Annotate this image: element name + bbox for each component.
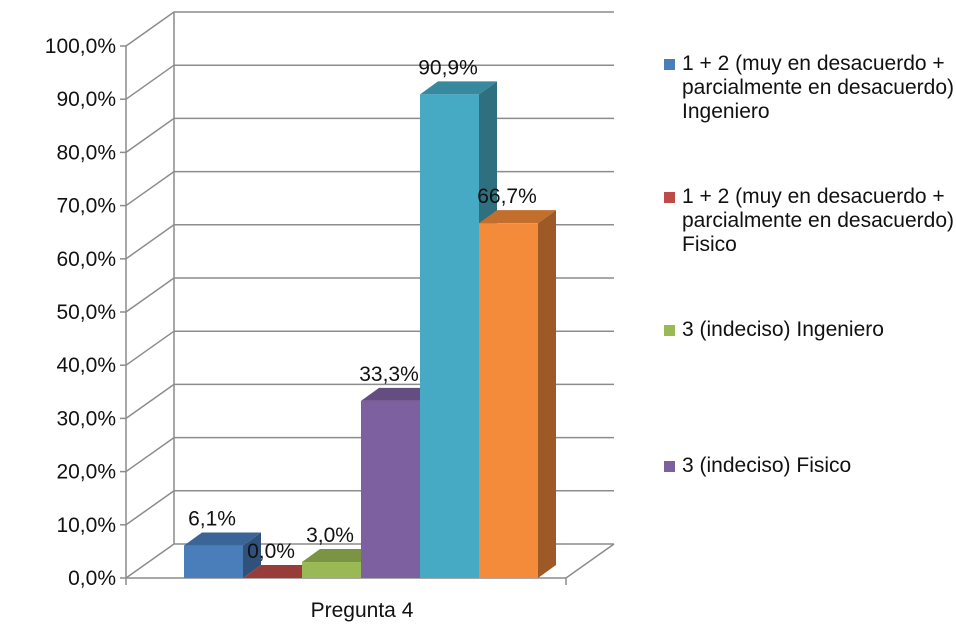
bar-top-face <box>302 549 379 563</box>
legend-item: 1 + 2 (muy en desacuerdo + parcialmente … <box>664 185 954 257</box>
legend-item: 3 (indeciso) Fisico <box>664 454 954 478</box>
y-tick-label: 60,0% <box>56 248 116 271</box>
bar-front-face <box>361 400 420 578</box>
legend-swatch <box>664 461 675 472</box>
y-tick-label: 40,0% <box>56 354 116 377</box>
gridline <box>125 170 614 207</box>
y-tick-label: 80,0% <box>56 141 116 164</box>
legend-item: 3 (indeciso) Ingeniero <box>664 318 954 342</box>
bar-top-face <box>243 565 320 578</box>
bar-top-face <box>420 81 497 95</box>
bar-side-face <box>538 210 556 578</box>
bar-front-face <box>302 562 361 578</box>
data-label: 3,0% <box>306 524 354 547</box>
y-tick-label: 10,0% <box>56 514 116 537</box>
y-tick-label: 30,0% <box>56 407 116 430</box>
legend-label: 3 (indeciso) Ingeniero <box>682 318 884 341</box>
legend-swatch <box>664 325 675 336</box>
y-tick-label: 50,0% <box>56 301 116 324</box>
gridline <box>125 11 614 47</box>
bar <box>184 532 261 578</box>
floor-right-edge <box>565 543 615 579</box>
data-label: 66,7% <box>477 185 537 208</box>
legend-label: 3 (indeciso) Fisico <box>682 454 852 477</box>
bar-side-face <box>243 532 261 578</box>
data-labels: 6,1% 0,0% 3,0% 33,3% 90,9% 66,7% <box>188 56 537 563</box>
data-label: 33,3% <box>359 363 419 386</box>
gridline <box>125 64 614 100</box>
bars <box>184 81 556 579</box>
y-tick-label: 90,0% <box>56 88 116 111</box>
legend-item: 1 + 2 (muy en desacuerdo + parcialmente … <box>664 52 954 124</box>
y-tick-label: 0,0% <box>68 567 116 590</box>
bar-top-face <box>479 210 556 224</box>
legend-label: 1 + 2 (muy en desacuerdo + parcialmente … <box>682 185 954 256</box>
legend-label: 1 + 2 (muy en desacuerdo + parcialmente … <box>682 52 954 123</box>
data-label: 6,1% <box>188 508 236 531</box>
legend-swatch <box>664 59 675 70</box>
bar <box>243 565 320 578</box>
y-tick-label: 20,0% <box>56 461 116 484</box>
bar <box>479 210 556 578</box>
y-tick-label: 100,0% <box>45 35 116 58</box>
bar-top-face <box>184 532 261 546</box>
x-category-label: Pregunta 4 <box>311 599 414 622</box>
data-label: 90,9% <box>418 56 478 79</box>
y-axis-tick-labels: 0,0% 10,0% 20,0% 30,0% 40,0% 50,0% 60,0% 70,0% 8… <box>45 35 116 590</box>
data-label: 0,0% <box>247 540 295 563</box>
gridline <box>125 117 614 154</box>
bar-top-face <box>361 387 438 401</box>
y-tick-label: 70,0% <box>56 195 116 218</box>
bar-front-face <box>479 223 538 578</box>
bar-front-face <box>184 545 243 578</box>
legend-swatch <box>664 192 675 203</box>
x-axis-labels: Pregunta 4 <box>125 578 567 622</box>
bar-front-face <box>420 94 479 579</box>
